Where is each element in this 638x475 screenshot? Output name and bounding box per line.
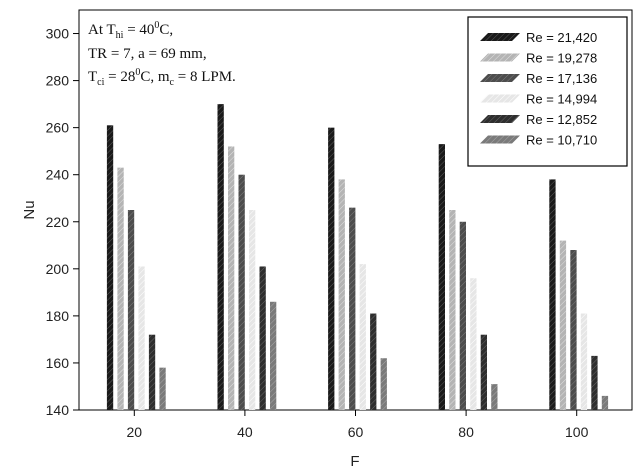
y-tick-label: 220 [46,214,70,230]
legend-swatch [480,53,520,62]
bar-80-series-5 [480,334,487,410]
x-tick-label: 80 [458,424,474,440]
y-tick-label: 160 [46,355,70,371]
legend-label: Re = 12,852 [526,112,597,127]
legend-swatch [480,74,520,82]
bar-80-series-4 [470,278,477,410]
bar-100-series-3 [570,250,577,410]
y-axis: 140 160 180 200 220 240 260 280 300 [46,26,79,418]
bar-80-series-2 [449,210,456,410]
legend-label: Re = 17,136 [526,71,597,86]
legend-swatch [480,135,520,144]
bar-40-series-6 [270,301,277,410]
bar-20-series-4 [138,266,145,410]
bar-40-series-3 [238,174,245,410]
condition-line-2: TR = 7, a = 69 mm, [88,46,207,62]
bar-60-series-2 [338,179,345,410]
bar-40-series-5 [259,266,266,410]
bar-60-series-3 [349,207,356,410]
condition-line-1: At Thi = 400C, [88,20,173,41]
bar-100-series-5 [591,355,598,410]
y-tick-label: 180 [46,308,70,324]
y-tick-label: 200 [46,261,70,277]
y-axis-title: Nu [21,200,38,219]
y-tick-label: 280 [46,73,70,89]
bar-60-series-6 [380,358,387,410]
x-axis-title: F [350,453,359,470]
bar-80-series-1 [438,144,445,410]
bar-100-series-6 [601,395,609,410]
bar-40-series-4 [249,210,256,410]
legend: Re = 21,420 Re = 19,278 Re = 17,136 Re = 14… [467,16,628,167]
bar-60-series-4 [359,264,366,410]
bar-80-series-6 [491,384,498,410]
bar-20-series-5 [148,334,156,410]
x-tick-label: 20 [127,424,143,440]
legend-swatch [480,33,520,41]
y-tick-label: 260 [46,120,70,136]
bar-100-series-2 [559,240,567,410]
x-tick-label: 60 [348,424,364,440]
x-axis: 20 40 60 80 100 [127,410,589,440]
bar-60-series-1 [328,127,335,410]
bar-60-series-5 [370,313,377,410]
bar-80-series-3 [459,221,466,410]
x-tick-label: 100 [565,424,589,440]
bar-100-series-1 [549,179,556,410]
legend-swatch [480,94,520,103]
legend-label: Re = 10,710 [526,133,597,148]
bars [106,104,609,410]
bar-20-series-2 [117,167,124,410]
bar-20-series-1 [106,125,114,410]
condition-line-3: Tci = 280C, mc = 8 LPM. [88,67,236,88]
y-tick-label: 240 [46,167,70,183]
bar-20-series-6 [159,367,166,410]
bar-40-series-1 [217,104,224,410]
legend-label: Re = 19,278 [526,51,597,66]
legend-label: Re = 21,420 [526,30,597,45]
y-tick-label: 140 [46,402,70,418]
x-tick-label: 40 [237,424,253,440]
legend-swatch [480,115,520,123]
bar-40-series-2 [228,146,235,410]
bar-20-series-3 [127,210,135,410]
y-tick-label: 300 [46,26,70,42]
bar-100-series-4 [580,313,588,410]
legend-label: Re = 14,994 [526,92,597,107]
